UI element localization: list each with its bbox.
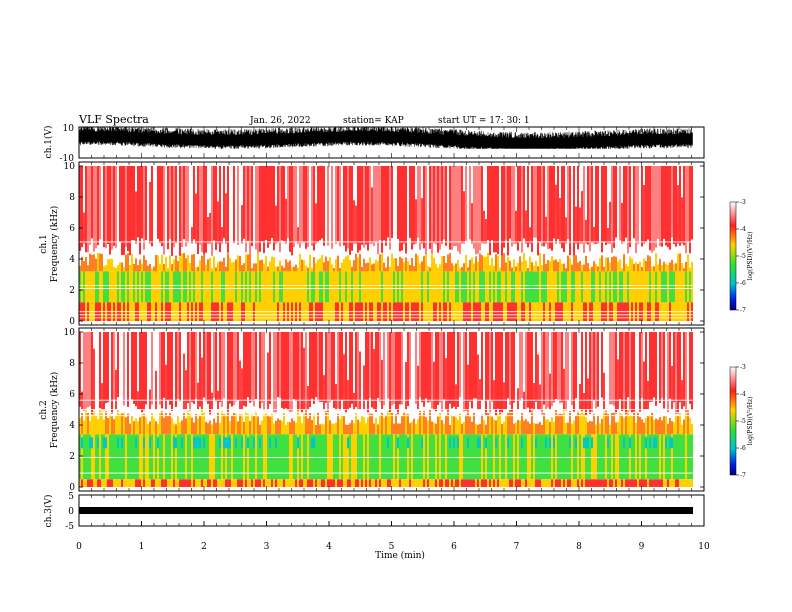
ch1-waveform-trace (79, 127, 693, 149)
header-start-time: start UT = 17: 30: 1 (438, 116, 530, 126)
header-station: station= KAP (343, 116, 404, 126)
ch3-ytick-top: 5 (68, 492, 74, 502)
ch1-waveform-ylabel: ch.1(V) (43, 126, 54, 159)
xtick-label-6: 6 (451, 542, 457, 552)
ch2-colorbar (729, 366, 737, 476)
figure-title: VLF Spectra (78, 113, 149, 126)
cb2-label-3: -6 (740, 445, 746, 452)
ch2-spectrogram-ylabel-channel: ch.2 (39, 400, 49, 419)
ch1-waveform-panel: 10 -10 ch.1(V) (43, 124, 705, 164)
xtick-label-2: 2 (201, 542, 207, 552)
cb2-label-1: -4 (740, 391, 746, 398)
xtick-label-3: 3 (264, 542, 270, 552)
yt2-label-0: 0 (69, 483, 75, 493)
xtick-label-5: 5 (389, 542, 395, 552)
cb1-label-1: -4 (740, 226, 746, 233)
ch3-ytick-bottom: -5 (65, 522, 74, 532)
xtick-label-4: 4 (326, 542, 332, 552)
ch3-ytick-mid: 0 (68, 507, 74, 517)
yt1-label-2: 4 (69, 255, 75, 265)
ch2-spectrogram-ylabel: Frequency (kHz) (49, 372, 60, 449)
ch1-ytick-bottom: -10 (60, 154, 75, 164)
ch1-spectrogram-image (79, 166, 693, 321)
ch1-colorbar-label: log(PSD)(V²/Hz) (747, 232, 754, 281)
cb2-label-4: -7 (740, 472, 746, 479)
cb1-label-0: -3 (740, 199, 746, 206)
xtick-label-8: 8 (576, 542, 582, 552)
ch1-spectrogram-ylabel-channel: ch.1 (39, 234, 49, 253)
time-axis-ticks: 0 1 2 3 4 5 6 7 8 9 10 (76, 127, 710, 552)
spec1-columns (79, 166, 693, 321)
cb2-label-0: -3 (740, 364, 746, 371)
ch3-waveform-panel: 5 0 -5 ch.3(V) 0 1 2 3 4 5 6 7 8 9 10 Time (min) (43, 127, 710, 561)
spec2-columns (79, 332, 693, 487)
ch1-waveform-line (79, 127, 693, 149)
yt1-label-1: 2 (69, 286, 75, 296)
yt1-label-4: 8 (69, 193, 75, 203)
xtick-label-1: 1 (139, 542, 145, 552)
cb1-label-2: -5 (740, 253, 746, 260)
cb1-label-4: -7 (740, 307, 746, 314)
ch1-spectrogram-ylabel: Frequency (kHz) (49, 206, 60, 283)
ch2-spectrogram-image (79, 332, 693, 487)
ch3-waveform-trace (79, 507, 693, 514)
ch3-waveform-ylabel: ch.3(V) (43, 495, 54, 528)
yt2-label-1: 2 (69, 452, 75, 462)
xtick-label-0: 0 (76, 542, 82, 552)
header-date: Jan. 26, 2022 (249, 116, 311, 126)
ch1-spectrogram-yticks: 0 2 4 6 8 10 (64, 162, 704, 327)
xtick-label-7: 7 (514, 542, 520, 552)
yt2-label-2: 4 (69, 421, 75, 431)
xtick-label-9: 9 (639, 542, 645, 552)
yt2-label-3: 6 (69, 390, 75, 400)
yt1-label-3: 6 (69, 224, 75, 234)
yt1-label-5: 10 (64, 162, 76, 172)
time-axis-label: Time (min) (375, 550, 425, 561)
yt1-label-0: 0 (69, 317, 75, 327)
ch2-colorbar-label: log(PSD)(V²/Hz) (747, 397, 754, 446)
yt2-label-5: 10 (64, 328, 76, 338)
cb2-label-2: -5 (740, 418, 746, 425)
xtick-label-10: 10 (698, 542, 710, 552)
cb1-label-3: -6 (740, 280, 746, 287)
ch2-spectrogram-yticks: 0 2 4 6 8 10 (64, 328, 704, 493)
ch2-colorbar-ticks: -3 -4 -5 -6 -7 (736, 364, 746, 479)
ch1-colorbar-ticks: -3 -4 -5 -6 -7 (736, 199, 746, 314)
ch1-colorbar (729, 201, 737, 311)
ch1-ytick-top: 10 (63, 124, 75, 134)
yt2-label-4: 8 (69, 359, 75, 369)
